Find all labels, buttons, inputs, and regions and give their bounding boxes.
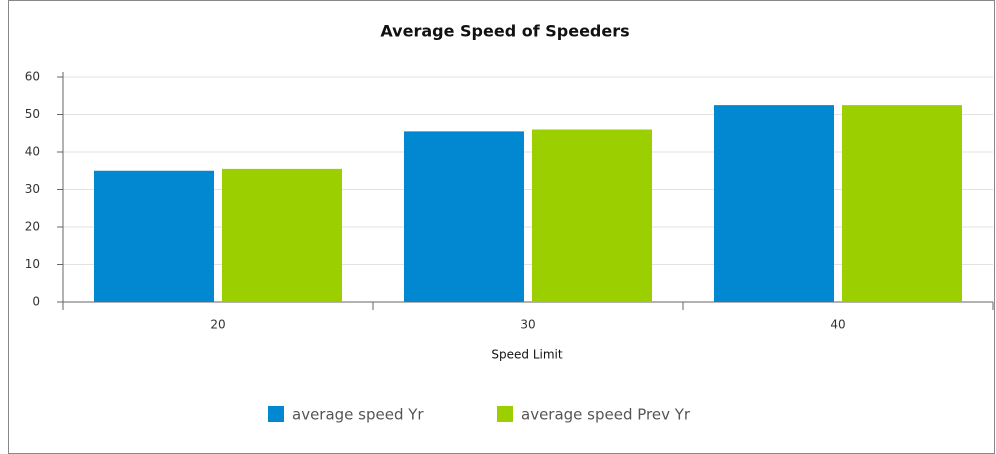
x-axis-title: Speed Limit xyxy=(491,348,562,362)
legend-label: average speed Prev Yr xyxy=(521,406,691,424)
x-tick-label: 40 xyxy=(830,318,845,332)
legend-swatch xyxy=(268,406,284,422)
y-tick-label: 0 xyxy=(32,295,40,309)
bar xyxy=(532,129,652,302)
legend-label: average speed Yr xyxy=(292,406,424,424)
bar xyxy=(842,105,962,302)
x-tick-label: 20 xyxy=(210,318,225,332)
y-tick-label: 50 xyxy=(25,107,40,121)
bar xyxy=(714,105,834,302)
legend-swatch xyxy=(497,406,513,422)
bar xyxy=(94,170,214,302)
bar xyxy=(404,131,524,302)
bar xyxy=(222,168,342,302)
y-tick-label: 30 xyxy=(25,182,40,196)
y-tick-label: 60 xyxy=(25,70,40,84)
chart-title: Average Speed of Speeders xyxy=(380,22,629,41)
y-tick-label: 20 xyxy=(25,220,40,234)
y-tick-label: 10 xyxy=(25,257,40,271)
x-tick-label: 30 xyxy=(520,318,535,332)
y-tick-label: 40 xyxy=(25,145,40,159)
